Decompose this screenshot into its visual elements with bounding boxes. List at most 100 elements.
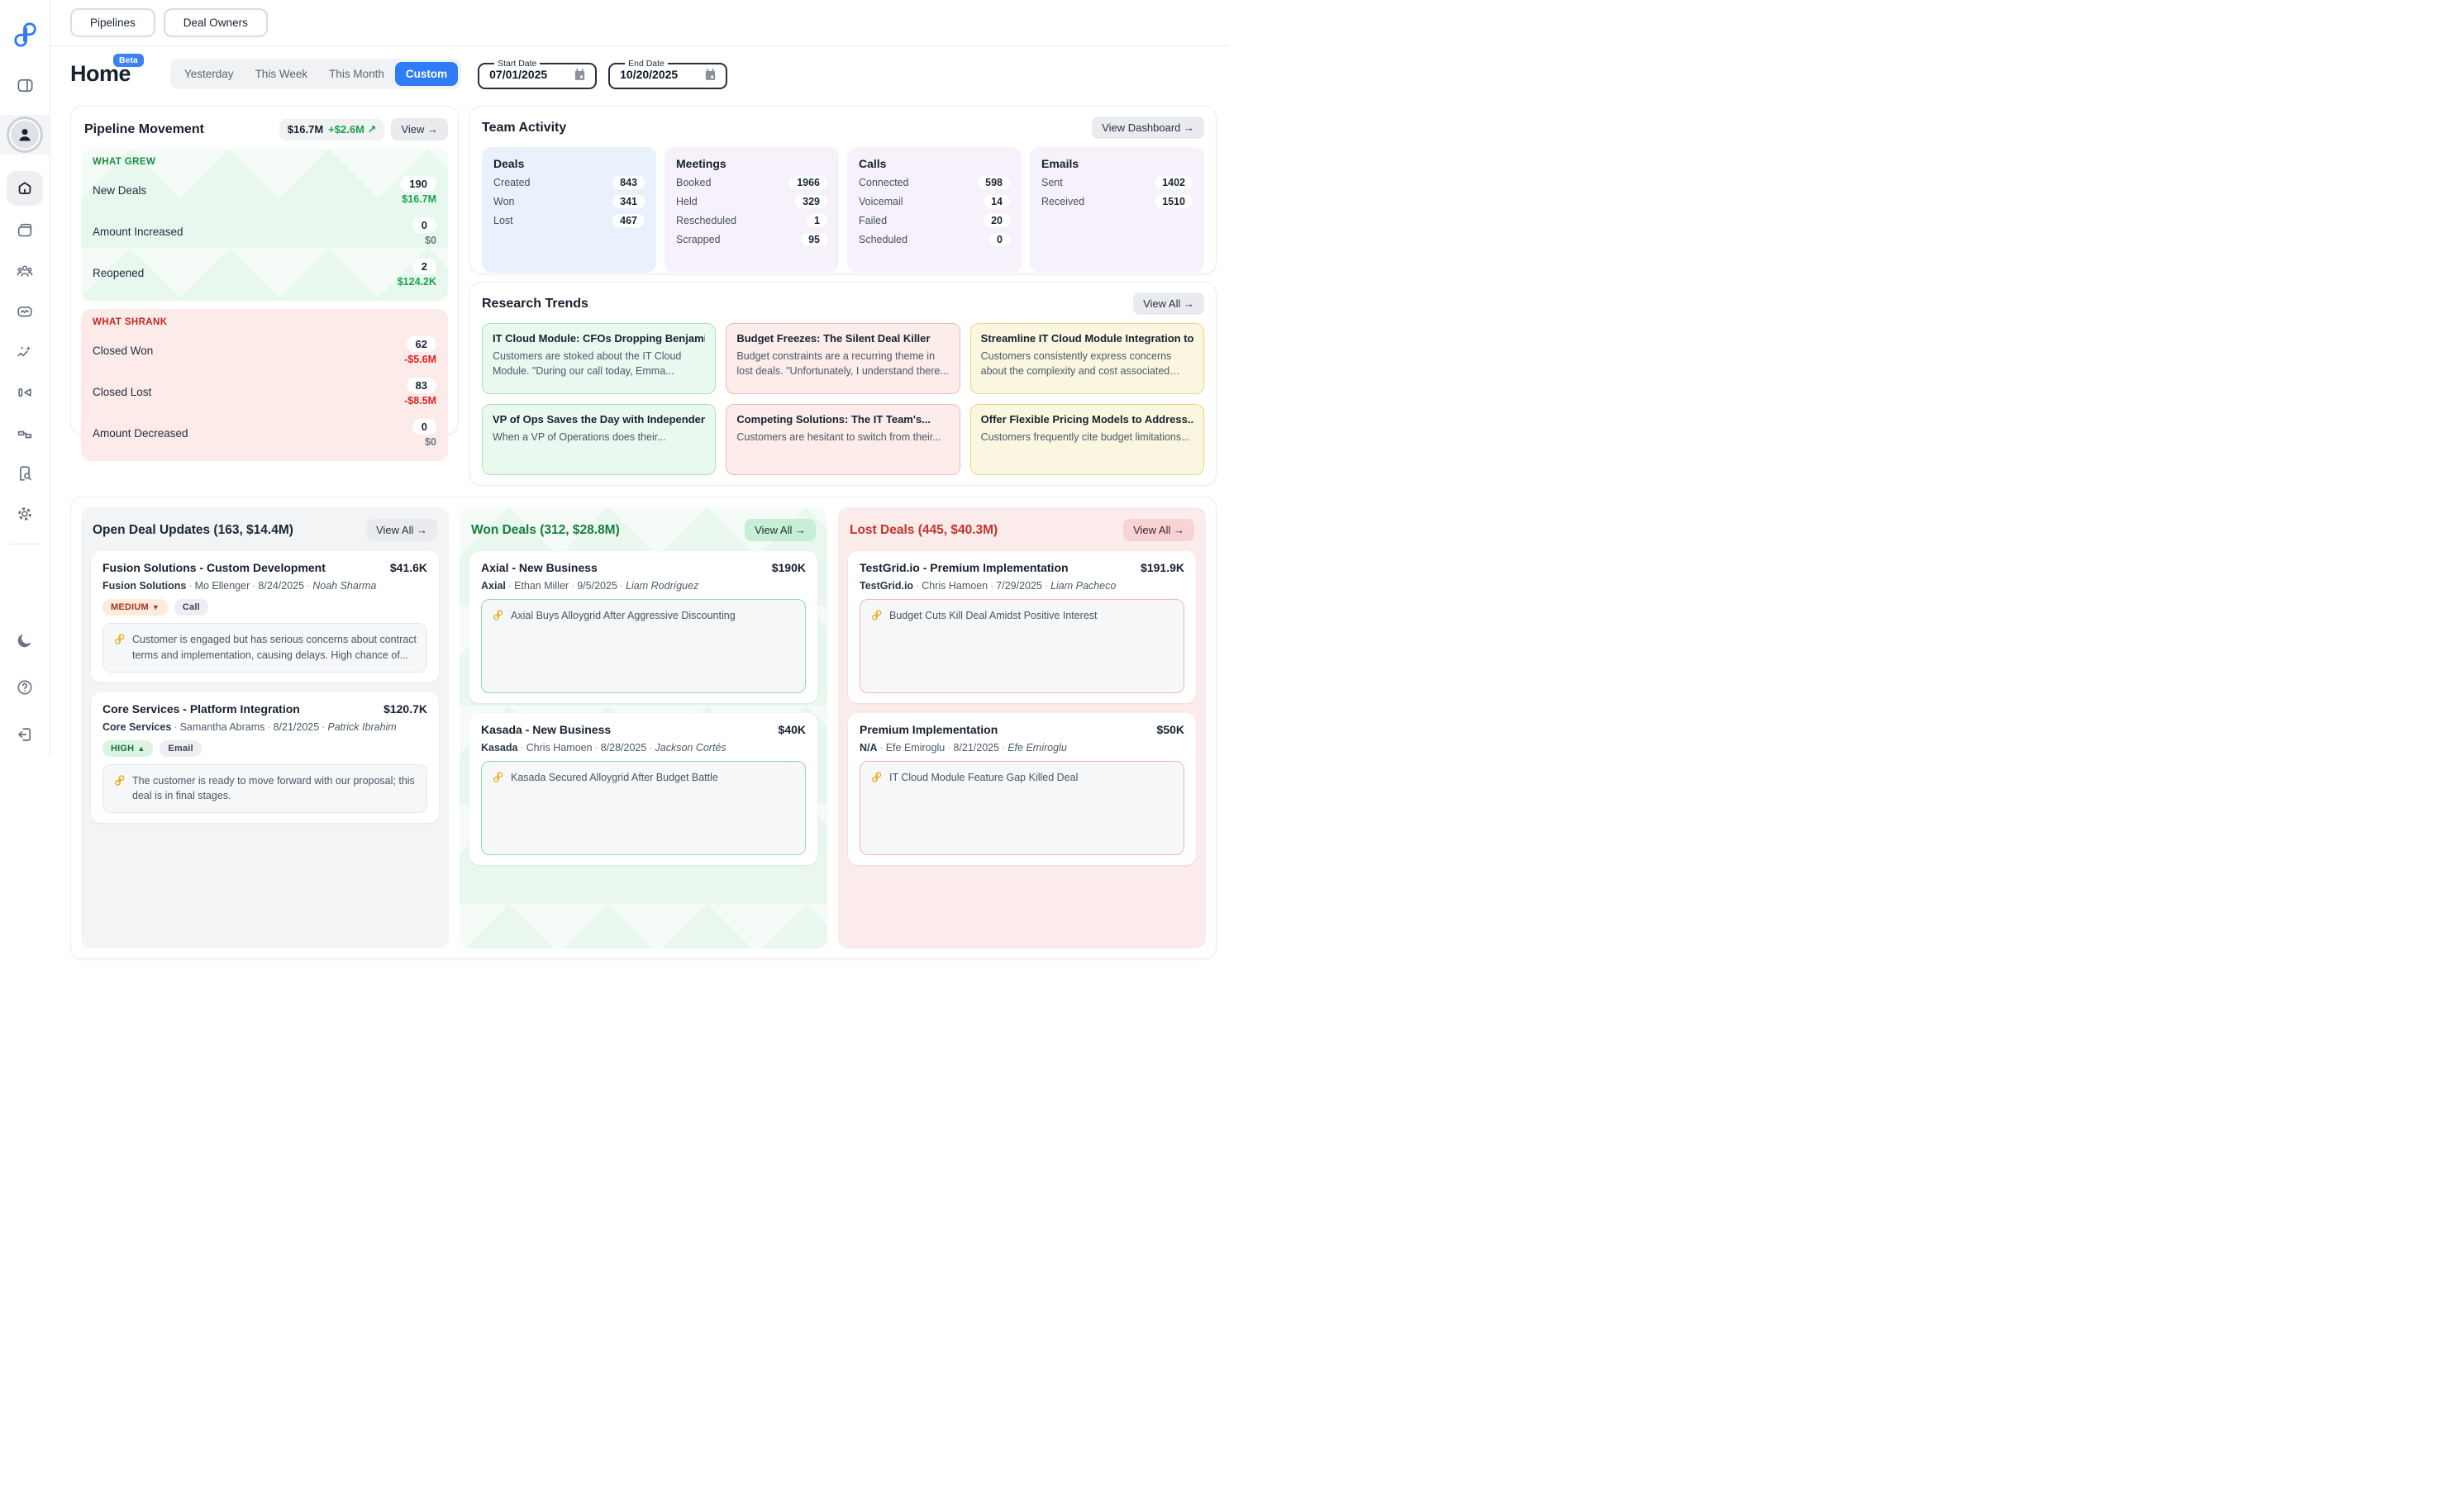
team-group-deals: Deals Created 843 Won 341 Lost 467 <box>482 147 656 273</box>
deal-note: The customer is ready to move forward wi… <box>102 763 427 813</box>
won-deals-view-all-button[interactable]: View All → <box>745 519 816 541</box>
dashboard-content: Pipeline Movement $16.7M +$2.6M ↗ View →… <box>50 101 1229 959</box>
deal-note: IT Cloud Module Feature Gap Killed Deal <box>860 761 1184 855</box>
reports-icon[interactable] <box>15 302 35 321</box>
calendar-icon <box>574 68 585 80</box>
stat-pill: 1402 <box>1155 176 1193 189</box>
amount: $124.2K <box>397 275 436 288</box>
brand-spark-icon <box>872 610 882 620</box>
won-deals-title: Won Deals (312, $28.8M) <box>471 522 620 537</box>
recordings-icon[interactable] <box>15 383 35 402</box>
deal-owners-button[interactable]: Deal Owners <box>163 8 268 37</box>
deal-card[interactable]: Premium Implementation $50K N/A · Efe Emir… <box>848 713 1196 865</box>
brand-spark-icon <box>115 634 125 644</box>
start-date-value[interactable]: 07/01/2025 <box>489 68 548 81</box>
trend-card[interactable]: VP of Ops Saves the Day with Independen.… <box>482 404 717 475</box>
projects-icon[interactable] <box>15 221 35 240</box>
deal-meta: TestGrid.io · Chris Hamoen · 7/29/2025 · Liam … <box>860 580 1117 592</box>
deal-note: Budget Cuts Kill Deal Amidst Positive In… <box>860 599 1184 693</box>
integrations-icon[interactable] <box>15 423 35 443</box>
deal-meta: Fusion Solutions · Mo Ellenger · 8/24/2025 · N… <box>102 580 377 592</box>
start-date-label: Start Date <box>498 58 537 69</box>
research-trends-card: Research Trends View All → IT Cloud Modu… <box>469 282 1217 486</box>
activity-type-badge[interactable]: Email <box>160 739 202 757</box>
panel-toggle-icon[interactable] <box>15 75 35 95</box>
view-dashboard-button[interactable]: View Dashboard → <box>1092 116 1204 139</box>
trend-card[interactable]: IT Cloud Module: CFOs Dropping Benjamins… <box>482 323 717 394</box>
trend-card[interactable]: Budget Freezes: The Silent Deal Killer B… <box>726 323 960 394</box>
deal-card[interactable]: Axial - New Business $190K Axial · Ethan M… <box>469 551 817 703</box>
deal-note: Kasada Secured Alloygrid After Budget Ba… <box>481 761 806 855</box>
deal-note: Customer is engaged but has serious conc… <box>102 623 427 673</box>
logout-icon[interactable] <box>15 725 35 744</box>
sidebar-nav <box>15 221 35 524</box>
shrank-row-amount-decreased: Amount Decreased 0 $0 <box>93 418 436 448</box>
stat-pill: 1 <box>807 214 827 227</box>
sidebar-item-home[interactable] <box>7 171 43 206</box>
team-icon[interactable] <box>15 261 35 281</box>
sidebar <box>0 0 50 756</box>
deal-card[interactable]: Kasada - New Business $40K Kasada · Chris … <box>469 713 817 865</box>
page-header: Home Beta Yesterday This Week This Month… <box>50 46 1229 101</box>
amount: $0 <box>425 234 436 246</box>
deals-overview-card: Open Deal Updates (163, $14.4M) View All… <box>70 497 1217 959</box>
pipelines-button[interactable]: Pipelines <box>70 8 155 37</box>
stat-pill: 1510 <box>1155 195 1193 208</box>
priority-badge[interactable]: HIGH ▲ <box>102 739 154 757</box>
range-this-week[interactable]: This Week <box>255 67 308 80</box>
deal-card[interactable]: Core Services - Platform Integration $12… <box>91 692 439 823</box>
shrank-row-closed-won: Closed Won 62 -$5.6M <box>93 335 436 365</box>
count-pill: 83 <box>406 377 436 393</box>
open-deals-title: Open Deal Updates (163, $14.4M) <box>93 522 293 537</box>
deal-card[interactable]: Fusion Solutions - Custom Development $4… <box>91 551 439 682</box>
what-shrank-section: WHAT SHRANK Closed Won 62 -$5.6M Closed … <box>81 309 448 461</box>
stat-pill: 467 <box>612 214 645 227</box>
end-date-field[interactable]: End Date 10/20/2025 <box>608 58 728 89</box>
stat-pill: 341 <box>612 195 645 208</box>
end-date-value[interactable]: 10/20/2025 <box>620 68 679 81</box>
help-icon[interactable] <box>15 678 35 697</box>
range-yesterday[interactable]: Yesterday <box>184 67 234 80</box>
end-date-label: End Date <box>628 58 665 69</box>
research-icon[interactable] <box>15 464 35 483</box>
trend-card[interactable]: Offer Flexible Pricing Models to Address… <box>969 404 1204 475</box>
team-group-calls: Calls Connected 598 Voicemail 14 Failed 20 … <box>847 147 1022 273</box>
amount: $0 <box>425 435 436 448</box>
brand-logo-icon[interactable] <box>10 20 40 54</box>
count-pill: 190 <box>400 175 436 192</box>
activity-type-badge[interactable]: Call <box>174 599 208 616</box>
team-activity-card: Team Activity View Dashboard → Deals Cre… <box>469 106 1217 274</box>
deal-note: Axial Buys Alloygrid After Aggressive Di… <box>481 599 806 693</box>
topbar: Pipelines Deal Owners <box>50 0 1229 46</box>
brand-spark-icon <box>493 610 503 620</box>
avatar[interactable] <box>7 116 43 153</box>
main-area: Pipelines Deal Owners Home Beta Yesterda… <box>50 0 1229 959</box>
deal-meta: Core Services · Samantha Abrams · 8/21/2025 ·… <box>102 720 397 733</box>
won-deals-panel: Won Deals (312, $28.8M) View All → Axial… <box>460 507 827 949</box>
research-view-all-button[interactable]: View All → <box>1133 292 1204 315</box>
trend-card[interactable]: Streamline IT Cloud Module Integration t… <box>969 323 1204 394</box>
trend-card[interactable]: Competing Solutions: The IT Team's... Cu… <box>726 404 960 475</box>
priority-badge[interactable]: MEDIUM ▼ <box>102 599 168 616</box>
beta-badge: Beta <box>113 53 144 67</box>
pipeline-view-button[interactable]: View → <box>391 118 448 140</box>
stat-pill: 0 <box>989 233 1010 246</box>
open-deals-view-all-button[interactable]: View All → <box>366 519 437 541</box>
lost-deals-view-all-button[interactable]: View All → <box>1123 519 1194 541</box>
range-custom[interactable]: Custom <box>394 61 459 86</box>
ai-insights-icon[interactable] <box>15 342 35 362</box>
stat-pill: 14 <box>984 195 1010 208</box>
pipeline-total-pill: $16.7M +$2.6M ↗ <box>279 118 385 140</box>
app-window: Pipelines Deal Owners Home Beta Yesterda… <box>0 0 1229 959</box>
lost-deals-title: Lost Deals (445, $40.3M) <box>850 522 998 537</box>
dark-mode-icon[interactable] <box>15 630 35 650</box>
start-date-field[interactable]: Start Date 07/01/2025 <box>478 58 598 89</box>
range-this-month[interactable]: This Month <box>329 67 384 80</box>
date-range-segmented-control: Yesterday This Week This Month Custom <box>170 58 462 89</box>
amount: -$8.5M <box>404 394 436 407</box>
settings-icon[interactable] <box>15 504 35 524</box>
lost-deals-panel: Lost Deals (445, $40.3M) View All → Test… <box>838 507 1206 949</box>
team-activity-title: Team Activity <box>482 120 567 135</box>
stat-pill: 20 <box>984 214 1010 227</box>
deal-card[interactable]: TestGrid.io - Premium Implementation $19… <box>848 551 1196 703</box>
